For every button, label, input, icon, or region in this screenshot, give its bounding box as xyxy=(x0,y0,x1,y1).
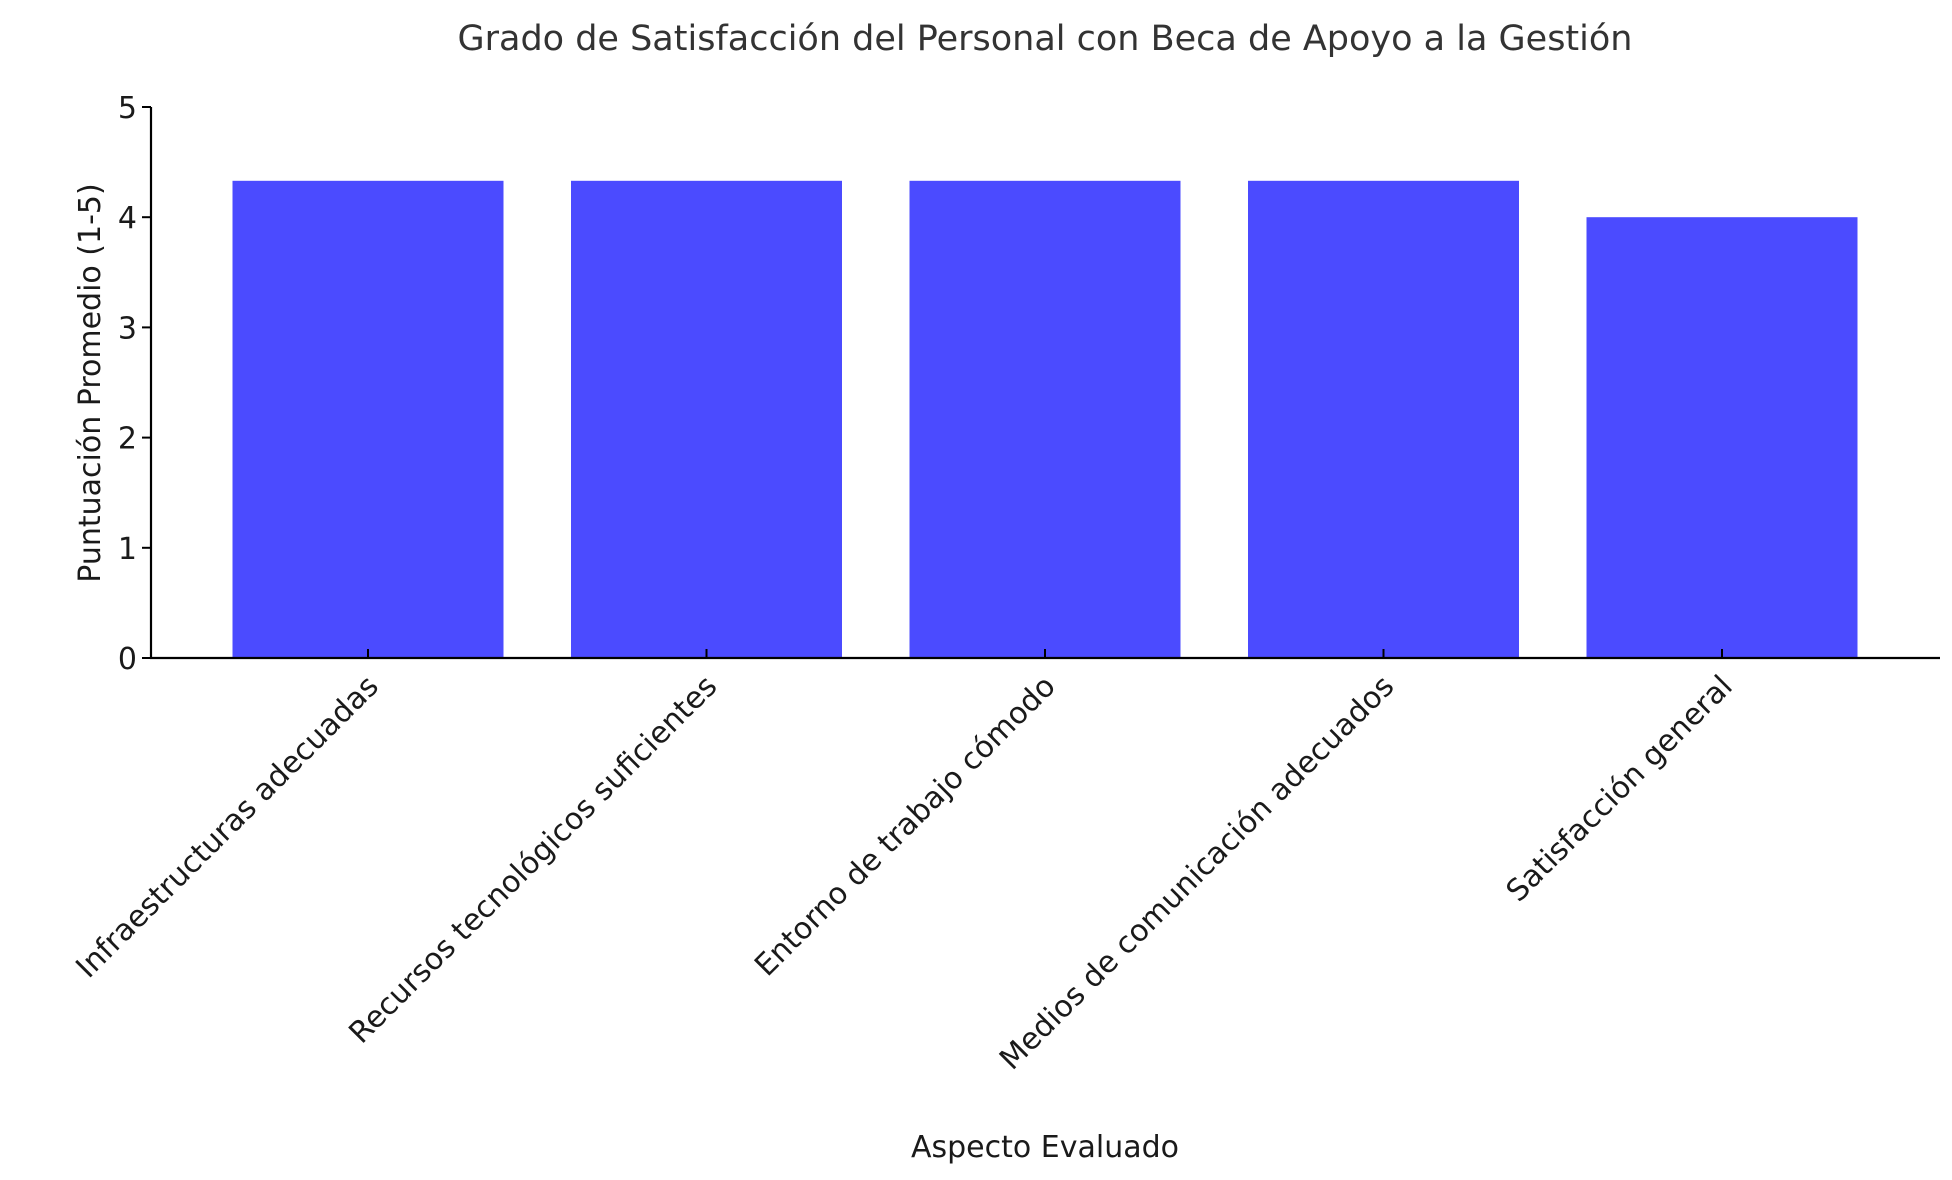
x-tick-label-4: Medios de comunicación adecuados xyxy=(993,669,1401,1077)
bar-2 xyxy=(571,180,842,659)
bar-3 xyxy=(909,180,1181,659)
y-tick-label-4: 4 xyxy=(118,201,137,236)
y-axis-label: Puntuación Promedio (1-5) xyxy=(73,183,108,582)
bar-4 xyxy=(1248,180,1519,659)
bars-group xyxy=(232,180,1858,659)
y-tick-label-5: 5 xyxy=(118,91,137,126)
x-tick-label-5: Satisfacción general xyxy=(1500,669,1740,909)
y-tick-label-0: 0 xyxy=(118,642,137,677)
x-tick-label-2: Recursos tecnológicos suficientes xyxy=(342,669,724,1051)
y-tick-label-3: 3 xyxy=(118,311,137,346)
x-tick-label-1: Infraestructuras adecuadas xyxy=(69,669,385,985)
x-tick-label-3: Entorno de trabajo cómodo xyxy=(748,669,1063,984)
y-tick-label-2: 2 xyxy=(118,422,137,457)
bar-1 xyxy=(232,180,504,659)
y-tick-label-1: 1 xyxy=(118,532,137,567)
chart-title: Grado de Satisfacción del Personal con B… xyxy=(458,19,1633,59)
bar-5 xyxy=(1586,217,1858,658)
x-axis-label: Aspecto Evaluado xyxy=(911,1130,1179,1165)
y-axis: 0 1 2 3 4 5 xyxy=(118,91,153,677)
